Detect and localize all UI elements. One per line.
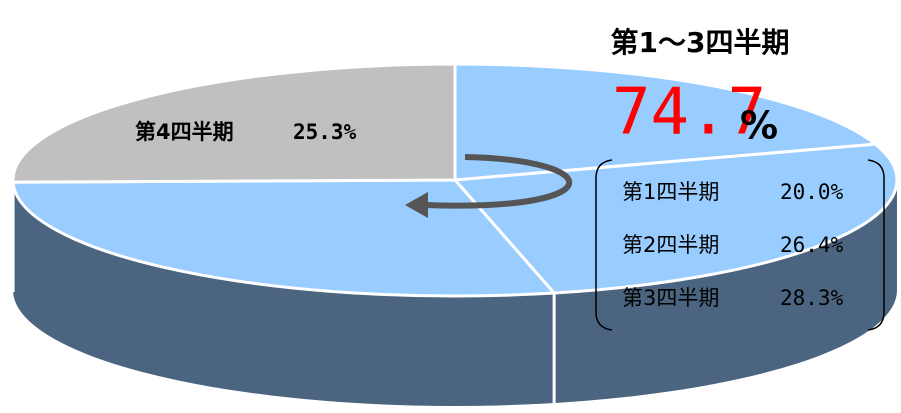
value-label: 20.0%: [780, 180, 844, 204]
group-unit: %: [740, 104, 778, 148]
bracket-left: [595, 159, 613, 331]
category-label: 第3四半期: [622, 286, 719, 310]
arrow-head: [405, 192, 428, 218]
pie-slice: [11, 62, 457, 184]
arrow: [424, 154, 573, 209]
category-label: 第2四半期: [622, 233, 719, 257]
group-value: 74.7: [612, 76, 766, 150]
value-label: 26.4%: [780, 233, 844, 257]
pie-slice: [451, 142, 899, 295]
group-label: 第1～3四半期: [611, 26, 790, 59]
pie-side: [13, 180, 897, 406]
bracket-right: [867, 159, 885, 331]
pie-slice: [453, 62, 880, 182]
value-label: 28.3%: [780, 286, 844, 310]
category-label: 第4四半期: [135, 120, 234, 144]
category-label: 第1四半期: [622, 180, 719, 204]
value-label: 25.3%: [293, 120, 357, 144]
pie: [11, 62, 899, 406]
